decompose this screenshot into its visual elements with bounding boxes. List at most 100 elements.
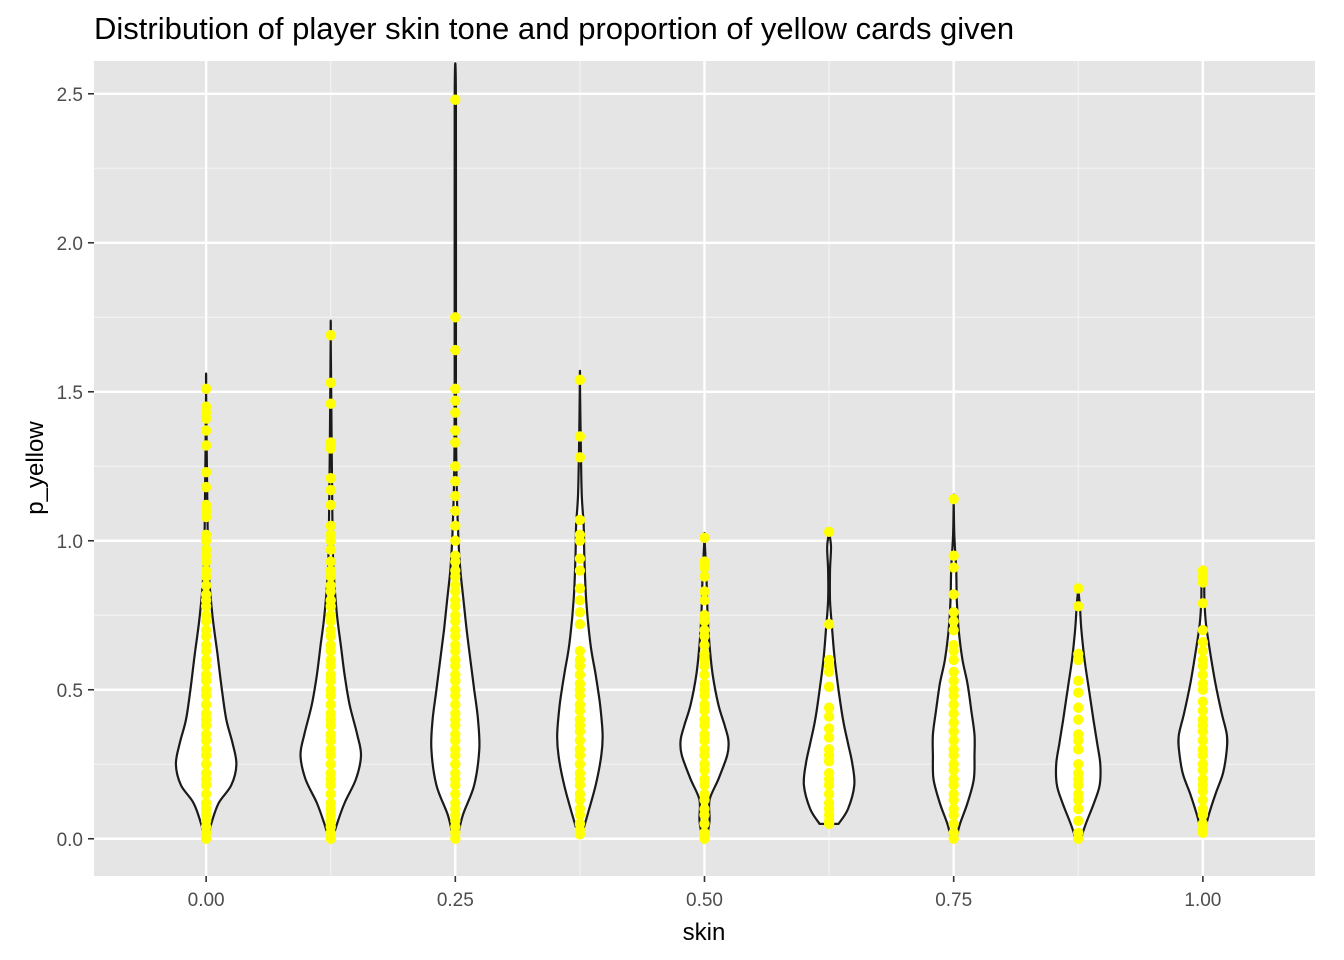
data-point xyxy=(1197,735,1209,746)
data-point xyxy=(948,675,959,687)
data-point xyxy=(325,472,336,484)
data-point xyxy=(948,708,959,719)
data-point xyxy=(200,759,212,770)
data-point xyxy=(574,645,586,657)
data-point xyxy=(450,669,461,681)
data-point xyxy=(325,759,336,770)
data-point xyxy=(823,797,835,809)
data-point xyxy=(450,535,461,546)
data-point xyxy=(574,565,586,576)
data-point xyxy=(699,788,710,800)
x-tick-label: 0.75 xyxy=(935,890,972,911)
data-point xyxy=(1197,678,1209,689)
data-point xyxy=(1073,675,1084,687)
data-point xyxy=(325,788,336,800)
data-point xyxy=(450,624,461,636)
data-point xyxy=(325,669,336,681)
y-axis: 0.0 0.5 1.0 1.5 2.0 2.5 xyxy=(57,85,94,851)
data-point xyxy=(200,639,212,651)
data-point xyxy=(699,556,710,567)
data-point xyxy=(948,684,959,695)
data-point xyxy=(1073,788,1084,800)
data-point xyxy=(1073,827,1084,838)
data-point xyxy=(1197,696,1209,707)
data-point xyxy=(948,639,959,651)
data-point xyxy=(574,618,586,630)
data-point xyxy=(325,624,336,636)
data-point xyxy=(1197,759,1209,770)
data-point xyxy=(200,529,212,541)
data-point xyxy=(574,744,586,755)
data-point xyxy=(699,586,710,597)
data-point xyxy=(450,437,461,448)
data-point xyxy=(200,797,212,809)
data-point xyxy=(699,678,710,689)
data-point xyxy=(1197,818,1209,830)
data-point xyxy=(574,431,586,442)
data-point xyxy=(823,526,835,538)
data-point xyxy=(699,729,710,740)
y-tick-label: 1.0 xyxy=(57,532,83,553)
data-point xyxy=(325,639,336,651)
data-point xyxy=(948,589,959,600)
data-point xyxy=(325,329,336,341)
data-point xyxy=(450,797,461,809)
data-point xyxy=(325,556,336,567)
data-point xyxy=(699,571,710,582)
data-point xyxy=(574,767,586,779)
data-point xyxy=(200,425,212,436)
data-point xyxy=(948,493,959,505)
data-point xyxy=(699,639,710,651)
data-point xyxy=(699,803,710,815)
data-point xyxy=(948,654,959,666)
data-point xyxy=(574,788,586,800)
data-point xyxy=(1073,601,1084,612)
data-point xyxy=(1197,773,1209,785)
data-point xyxy=(1073,648,1084,660)
data-point xyxy=(200,383,212,394)
data-point xyxy=(823,711,835,722)
data-point xyxy=(574,759,586,770)
data-point xyxy=(450,550,461,561)
data-point xyxy=(200,684,212,695)
data-point xyxy=(450,490,461,502)
data-point xyxy=(823,618,835,630)
data-point xyxy=(699,648,710,660)
data-point xyxy=(1073,729,1084,740)
data-point xyxy=(1073,687,1084,698)
data-point xyxy=(948,827,959,838)
data-point xyxy=(823,681,835,692)
data-point xyxy=(450,708,461,719)
data-point xyxy=(325,580,336,591)
data-point xyxy=(699,827,710,838)
data-point xyxy=(699,610,710,621)
data-point xyxy=(450,94,461,105)
data-point xyxy=(200,624,212,636)
data-point xyxy=(948,818,959,830)
x-axis: 0.00 0.25 0.50 0.75 1.00 xyxy=(188,876,1221,911)
data-point xyxy=(325,797,336,809)
data-point xyxy=(574,514,586,526)
data-point xyxy=(1197,744,1209,755)
data-point xyxy=(1197,645,1209,657)
data-point xyxy=(1073,583,1084,594)
data-point xyxy=(823,723,835,734)
data-point xyxy=(948,666,959,678)
data-point xyxy=(200,767,212,779)
data-point xyxy=(948,550,959,561)
data-point xyxy=(948,773,959,785)
data-point xyxy=(948,759,959,770)
data-point xyxy=(325,610,336,621)
data-point xyxy=(823,654,835,666)
data-point xyxy=(1197,705,1209,716)
data-point xyxy=(325,729,336,740)
data-point xyxy=(948,607,959,618)
data-point xyxy=(450,461,461,472)
data-point xyxy=(200,654,212,666)
data-point xyxy=(325,684,336,695)
chart-title: Distribution of player skin tone and pro… xyxy=(94,11,1014,46)
data-point xyxy=(574,452,586,463)
data-point xyxy=(574,818,586,830)
data-point xyxy=(200,589,212,600)
